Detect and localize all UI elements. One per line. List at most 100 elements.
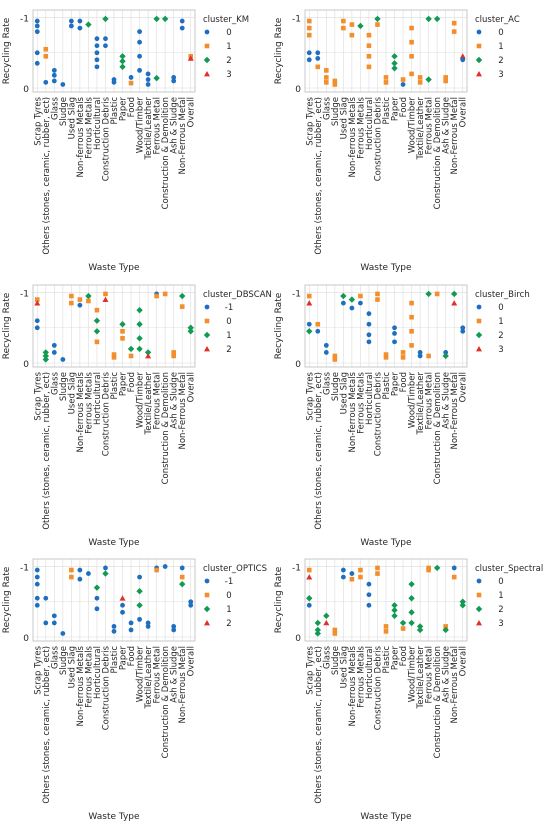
x-tick-label: Non-ferrous Metals (348, 645, 358, 726)
x-tick-label: Ferrous Metal (153, 646, 163, 704)
legend-label: 0 (498, 303, 503, 313)
x-tick-label: Wood/Timber (136, 372, 146, 429)
data-point (120, 602, 125, 608)
data-point (137, 574, 142, 580)
x-tick-label: Plastic (382, 646, 392, 674)
data-point (416, 626, 424, 634)
data-point (443, 78, 448, 84)
data-point (103, 43, 108, 49)
x-tick-label: Ferrous Metals (356, 645, 366, 707)
data-point (153, 15, 160, 23)
x-tick-label: Paper (119, 97, 129, 122)
data-point (383, 75, 389, 80)
legend-label: 2 (226, 345, 231, 355)
data-point (136, 587, 143, 595)
data-point (375, 291, 380, 297)
x-tick-label: Non-ferrous Metals (348, 96, 358, 177)
data-point (332, 82, 338, 87)
data-point (408, 595, 415, 602)
x-tick-label: Food (399, 372, 409, 392)
x-tick-label: Overall (459, 372, 469, 402)
y-axis-label: Recycling Rate (274, 17, 284, 84)
data-point (51, 72, 57, 78)
data-point (34, 60, 40, 66)
data-point (77, 567, 83, 573)
data-point (179, 18, 185, 24)
data-point (392, 331, 397, 336)
data-point (187, 324, 194, 331)
data-point (358, 567, 363, 573)
data-point (171, 353, 176, 359)
data-point (179, 580, 186, 588)
x-tick-label: Horticultural (93, 372, 103, 425)
x-tick-label: Construction Debris (101, 371, 111, 456)
y-tick-label: -1 (292, 564, 301, 574)
legend-marker (476, 620, 482, 626)
data-point (136, 345, 143, 353)
x-tick-label: Food (399, 646, 409, 666)
data-point (314, 630, 321, 637)
x-tick-label: Wood/Timber (408, 646, 418, 703)
x-tick-label: Construction Debris (373, 371, 383, 456)
x-tick-label: Overall (187, 97, 197, 127)
x-tick-label: Others (stones, ceramic, rubber, ect) (42, 97, 52, 255)
x-tick-label: Construction & Demolition (433, 97, 443, 209)
x-tick-label: Used Slag (339, 646, 349, 688)
x-tick-label: Paper (391, 646, 401, 671)
legend-marker (204, 592, 210, 598)
x-tick-label: Wood/Timber (408, 97, 418, 154)
data-point (145, 82, 151, 87)
data-point (77, 576, 83, 582)
data-point (120, 328, 125, 334)
x-tick-label: Ferrous Metal (425, 646, 435, 704)
data-point (323, 342, 329, 348)
data-point (111, 352, 117, 357)
data-point (85, 292, 92, 300)
data-point (188, 602, 194, 608)
data-point (34, 29, 40, 35)
data-point (358, 293, 363, 299)
data-point (94, 307, 100, 313)
x-tick-label: Others (stones, ceramic, rubber, ect) (42, 372, 52, 530)
data-point (451, 29, 457, 34)
data-point (459, 602, 466, 609)
data-point (433, 564, 441, 572)
data-point (85, 21, 92, 28)
data-point (332, 627, 338, 633)
x-tick-label: Horticultural (93, 646, 103, 699)
data-point (128, 75, 134, 80)
x-tick-label: Non-Ferrous Metal (450, 646, 460, 724)
legend-label: 0 (498, 577, 503, 587)
data-point (102, 570, 109, 577)
data-point (128, 353, 134, 359)
plot-frame (304, 558, 468, 642)
legend-marker (204, 71, 210, 77)
data-point (34, 297, 40, 302)
data-point (391, 65, 398, 72)
legend-label: 3 (498, 345, 503, 355)
x-tick-label: Construction & Demolition (161, 372, 171, 484)
x-tick-label: Food (127, 97, 137, 117)
legend-marker (203, 56, 211, 64)
data-point (323, 619, 330, 626)
data-point (137, 67, 142, 73)
data-point (366, 332, 372, 338)
x-tick-label: Construction & Demolition (161, 646, 171, 758)
x-tick-label: Sludge (331, 372, 341, 401)
data-point (94, 57, 100, 63)
x-tick-label: Glass (322, 645, 332, 669)
data-point (400, 82, 406, 87)
x-tick-label: Food (399, 97, 409, 117)
data-point (366, 53, 372, 59)
data-point (315, 64, 321, 70)
data-point (375, 22, 380, 27)
x-tick-label: Non-ferrous Metals (76, 371, 86, 452)
data-point (34, 325, 40, 331)
legend-title: cluster_KM (203, 15, 249, 25)
x-tick-label: Textile/Leather (416, 372, 426, 436)
data-point (120, 336, 125, 341)
data-point (451, 300, 458, 306)
x-tick-label: Paper (391, 372, 401, 397)
x-tick-label: Ferrous Metal (153, 372, 163, 430)
